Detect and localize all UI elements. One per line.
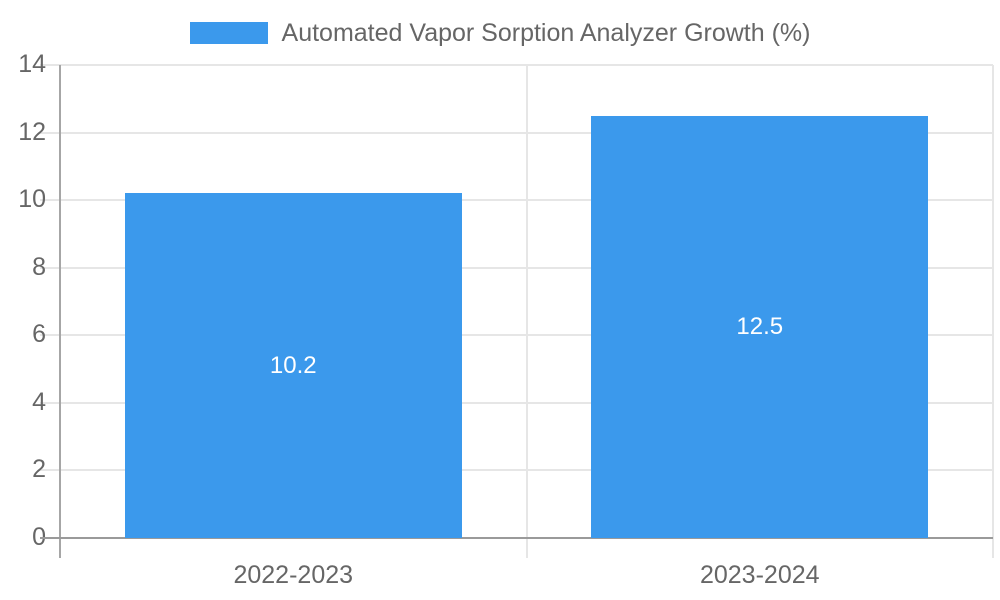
x-gridline — [992, 65, 994, 558]
legend-swatch-icon — [189, 22, 268, 44]
y-tick-label: 12 — [18, 117, 46, 146]
legend-label: Automated Vapor Sorption Analyzer Growth… — [281, 18, 811, 47]
y-tick-label: 2 — [32, 455, 46, 484]
x-tick-label: 2023-2024 — [699, 561, 820, 589]
y-tick-label: 14 — [18, 50, 46, 78]
x-gridline — [525, 65, 528, 558]
y-gridline — [40, 266, 993, 269]
y-gridline — [40, 131, 993, 134]
y-tick-label: 4 — [32, 387, 46, 416]
y-gridline — [40, 401, 993, 404]
bar-2023-2024[interactable] — [591, 115, 929, 538]
bar-2022-2023[interactable] — [124, 193, 462, 538]
chart-legend[interactable]: Automated Vapor Sorption Analyzer Growth… — [0, 18, 1000, 48]
y-gridline — [40, 469, 993, 472]
y-tick-label: 0 — [0, 525, 46, 550]
x-tick-label: 2022-2023 — [233, 561, 354, 589]
y-gridline — [40, 64, 993, 66]
x-axis-line — [40, 537, 993, 539]
y-tick-label: 6 — [32, 320, 46, 349]
y-axis-line — [59, 65, 61, 558]
y-tick-label: 10 — [18, 185, 46, 214]
y-tick-label: 8 — [32, 252, 46, 281]
y-gridline — [40, 334, 993, 337]
y-gridline — [40, 199, 993, 202]
